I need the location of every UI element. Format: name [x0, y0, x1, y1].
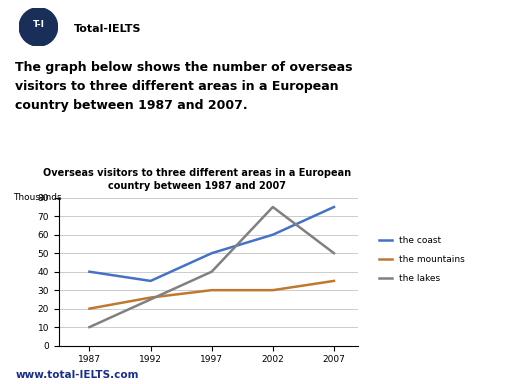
- Text: Thousands: Thousands: [13, 193, 61, 202]
- Legend: the coast, the mountains, the lakes: the coast, the mountains, the lakes: [375, 233, 468, 287]
- Text: T-I: T-I: [32, 20, 45, 30]
- Text: The graph below shows the number of overseas
visitors to three different areas i: The graph below shows the number of over…: [15, 61, 353, 113]
- Text: Total-IELTS: Total-IELTS: [74, 24, 142, 34]
- Text: Overseas visitors to three different areas in a European
country between 1987 an: Overseas visitors to three different are…: [43, 168, 351, 191]
- Text: www.total-IELTS.com: www.total-IELTS.com: [15, 370, 139, 380]
- Ellipse shape: [19, 8, 57, 46]
